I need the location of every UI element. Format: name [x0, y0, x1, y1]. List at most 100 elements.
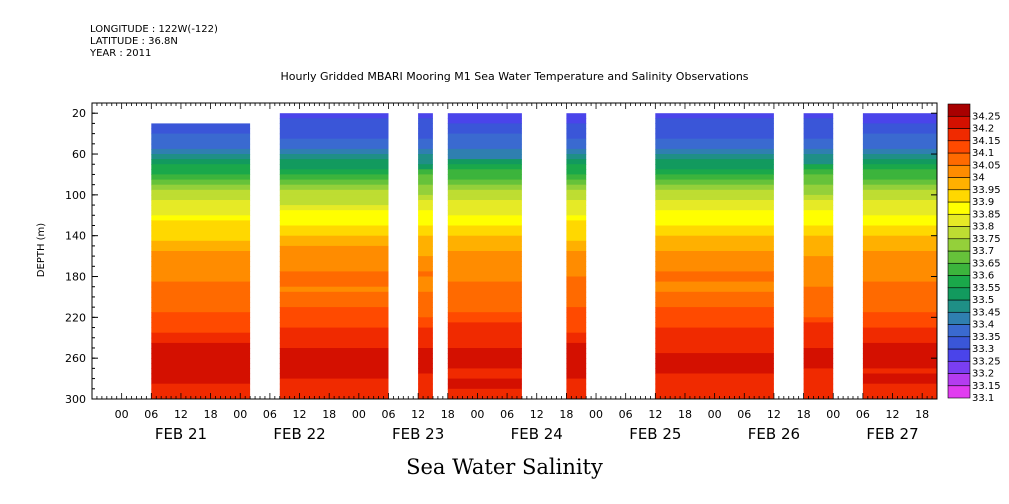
salinity-cell — [862, 388, 937, 395]
salinity-cell — [279, 169, 389, 175]
salinity-cell — [803, 358, 834, 364]
salinity-cell — [862, 276, 937, 283]
salinity-cell — [447, 276, 522, 283]
salinity-cell — [862, 215, 937, 221]
x-hour-label: 18 — [797, 408, 811, 421]
colorbar-swatch — [947, 324, 971, 338]
salinity-cell — [862, 143, 937, 150]
plot-frame — [91, 102, 938, 400]
salinity-cell — [862, 348, 937, 354]
salinity-cell — [418, 251, 433, 257]
salinity-cell — [803, 230, 834, 237]
salinity-cell — [279, 118, 389, 124]
y-tick-label: 140 — [65, 230, 86, 243]
x-hour-label: 00 — [352, 408, 366, 421]
salinity-cell — [447, 337, 522, 344]
salinity-cell — [566, 373, 587, 380]
salinity-cell — [803, 342, 834, 349]
x-hour-label: 00 — [826, 408, 840, 421]
salinity-cell — [418, 143, 433, 150]
salinity-cell — [862, 200, 937, 206]
salinity-cell — [151, 235, 251, 242]
salinity-cell — [151, 200, 251, 206]
salinity-cell — [279, 378, 389, 385]
salinity-cell — [566, 220, 587, 227]
colorbar-label: 34.05 — [972, 160, 1001, 171]
salinity-cell — [151, 332, 251, 339]
salinity-cell — [655, 296, 774, 303]
salinity-cell — [655, 184, 774, 191]
salinity-cell — [803, 220, 834, 227]
salinity-cell — [655, 317, 774, 323]
salinity-cell — [151, 133, 251, 140]
salinity-cell — [418, 189, 433, 196]
salinity-cell — [447, 225, 522, 232]
salinity-cell — [803, 256, 834, 262]
salinity-cell — [803, 240, 834, 247]
salinity-cell — [279, 123, 389, 130]
salinity-cell — [447, 210, 522, 216]
salinity-cell — [151, 378, 251, 385]
salinity-cell — [151, 291, 251, 298]
x-day-label: FEB 23 — [392, 425, 444, 443]
data-segment — [447, 113, 522, 399]
salinity-cell — [862, 205, 937, 211]
x-day-label: FEB 25 — [629, 425, 681, 443]
salinity-cell — [566, 296, 587, 303]
salinity-cell — [447, 322, 522, 329]
latitude-label: LATITUDE : 36.8N — [90, 36, 178, 47]
salinity-cell — [418, 230, 433, 237]
salinity-cell — [279, 148, 389, 155]
salinity-cell — [447, 230, 522, 237]
colorbar-label: 33.25 — [972, 356, 1001, 367]
salinity-cell — [862, 256, 937, 262]
salinity-cell — [655, 240, 774, 247]
salinity-cell — [655, 261, 774, 267]
salinity-cell — [447, 148, 522, 155]
salinity-cell — [655, 251, 774, 257]
x-hour-label: 12 — [530, 408, 544, 421]
salinity-cell — [655, 312, 774, 318]
salinity-cell — [862, 148, 937, 155]
colorbar-label: 33.35 — [972, 332, 1001, 343]
salinity-cell — [803, 276, 834, 283]
colorbar-label: 34.1 — [972, 148, 994, 159]
colorbar-swatch — [947, 287, 971, 301]
colorbar-swatch — [947, 275, 971, 289]
salinity-cell — [862, 133, 937, 140]
salinity-cell — [279, 194, 389, 201]
salinity-cell — [566, 317, 587, 323]
colorbar-swatch — [947, 140, 971, 154]
salinity-cell — [447, 286, 522, 293]
salinity-cell — [655, 358, 774, 364]
salinity-cell — [447, 189, 522, 196]
salinity-cell — [151, 148, 251, 155]
colorbar-swatch — [947, 373, 971, 387]
data-segment — [803, 113, 834, 399]
salinity-cell — [655, 322, 774, 329]
salinity-cell — [447, 113, 522, 119]
salinity-cell — [447, 312, 522, 318]
salinity-cell — [418, 159, 433, 165]
salinity-cell — [655, 271, 774, 278]
salinity-cell — [151, 174, 251, 181]
x-hour-label: 06 — [381, 408, 395, 421]
salinity-cell — [151, 312, 251, 318]
salinity-cell — [862, 358, 937, 364]
salinity-cell — [279, 164, 389, 170]
salinity-cell — [803, 164, 834, 170]
salinity-cell — [803, 148, 834, 155]
x-day-label: FEB 21 — [155, 425, 207, 443]
salinity-cell — [418, 348, 433, 354]
colorbar-label: 33.1 — [972, 393, 994, 404]
x-hour-label: 06 — [737, 408, 751, 421]
salinity-cell — [279, 302, 389, 308]
salinity-cell — [151, 302, 251, 308]
salinity-cell — [151, 307, 251, 313]
salinity-cell — [566, 348, 587, 354]
salinity-cell — [447, 245, 522, 252]
salinity-cell — [279, 225, 389, 232]
salinity-cell — [862, 169, 937, 175]
salinity-cell — [418, 215, 433, 221]
salinity-cell — [655, 154, 774, 160]
